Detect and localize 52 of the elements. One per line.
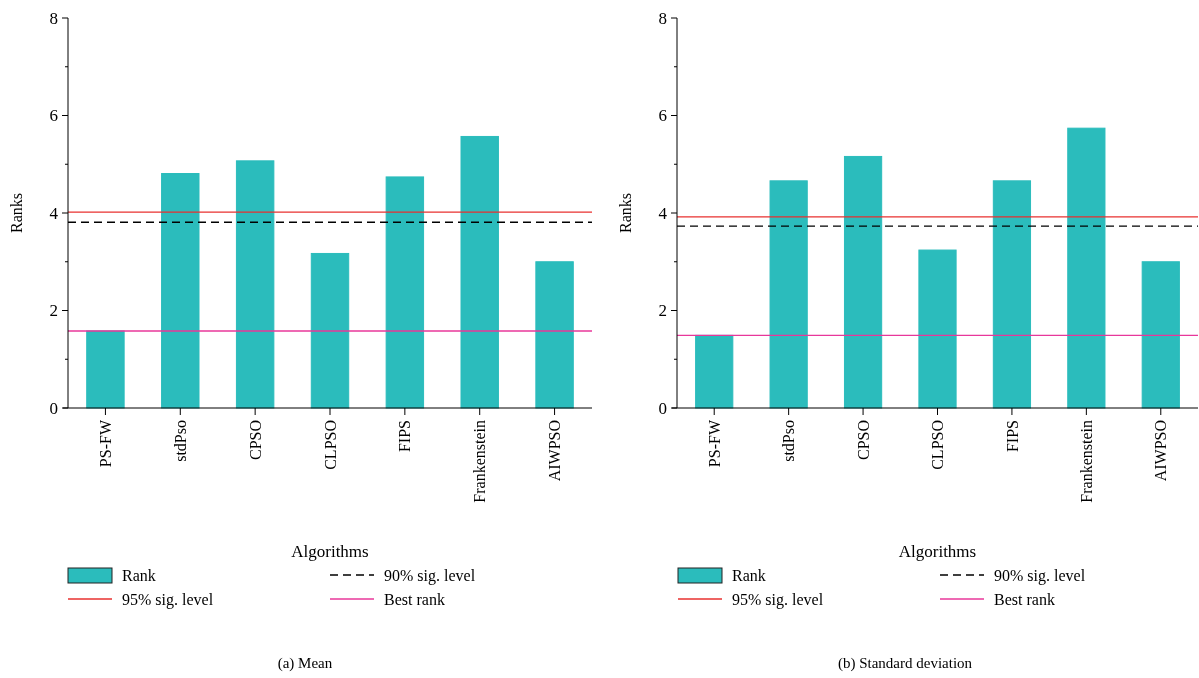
- bar: [310, 252, 350, 409]
- x-axis-title: Algorithms: [291, 542, 369, 561]
- legend-label: 90% sig. level: [384, 566, 476, 585]
- x-tick-label: CLPSO: [929, 420, 947, 470]
- bar: [161, 173, 200, 409]
- y-tick-label: 2: [49, 301, 58, 321]
- legend-label: 95% sig. level: [122, 590, 214, 609]
- x-tick-label: CPSO: [246, 420, 264, 461]
- x-tick-label: PS-FW: [705, 419, 723, 468]
- x-tick-label: Frankenstein: [1077, 420, 1095, 503]
- x-tick-label: AIWPSO: [1152, 420, 1170, 482]
- bar: [385, 176, 425, 409]
- text: (a) Mean: [277, 655, 333, 672]
- legend-label: Best rank: [384, 590, 445, 608]
- bar: [918, 249, 957, 409]
- y-tick-label: 0: [49, 398, 58, 418]
- y-tick-label: 8: [658, 8, 667, 28]
- legend-label: Rank: [122, 566, 156, 584]
- bar: [695, 334, 734, 409]
- x-tick-label: CPSO: [854, 420, 872, 461]
- y-axis-title: Ranks: [617, 193, 634, 233]
- x-tick-label: PS-FW: [97, 419, 115, 468]
- y-tick-label: 2: [658, 301, 667, 321]
- y-tick-label: 8: [49, 8, 58, 28]
- y-tick-label: 4: [49, 203, 59, 223]
- y-tick-label: 6: [658, 106, 667, 126]
- y-tick-label: 4: [658, 203, 668, 223]
- y-tick-label: 6: [49, 106, 58, 126]
- legend-label: 90% sig. level: [994, 566, 1086, 585]
- x-tick-label: CLPSO: [321, 420, 339, 470]
- x-tick-label: stdPso: [171, 420, 189, 462]
- bar: [460, 135, 499, 409]
- bar: [86, 330, 125, 409]
- legend-label: Best rank: [994, 590, 1055, 608]
- bar: [1067, 127, 1106, 409]
- x-tick-label: stdPso: [780, 420, 798, 462]
- x-tick-label: FIPS: [1003, 420, 1021, 453]
- text: (b) Standard deviation: [837, 655, 973, 672]
- x-axis-title: Algorithms: [898, 542, 977, 561]
- bar: [1141, 261, 1180, 409]
- bar: [235, 160, 275, 409]
- legend-label: 95% sig. level: [732, 590, 824, 609]
- x-tick-label: Frankenstein: [471, 420, 489, 503]
- y-axis-title: Ranks: [8, 193, 25, 233]
- legend-label: Rank: [732, 566, 766, 584]
- x-tick-label: AIWPSO: [546, 420, 564, 482]
- y-tick-label: 0: [658, 398, 667, 418]
- bar: [769, 180, 808, 409]
- bar: [843, 155, 883, 409]
- bar: [535, 261, 574, 409]
- bar: [992, 180, 1032, 409]
- x-tick-label: FIPS: [396, 420, 414, 453]
